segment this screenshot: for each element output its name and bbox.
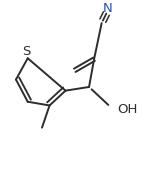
Text: N: N [103, 2, 112, 15]
Text: OH: OH [118, 103, 138, 116]
Text: S: S [22, 45, 30, 58]
